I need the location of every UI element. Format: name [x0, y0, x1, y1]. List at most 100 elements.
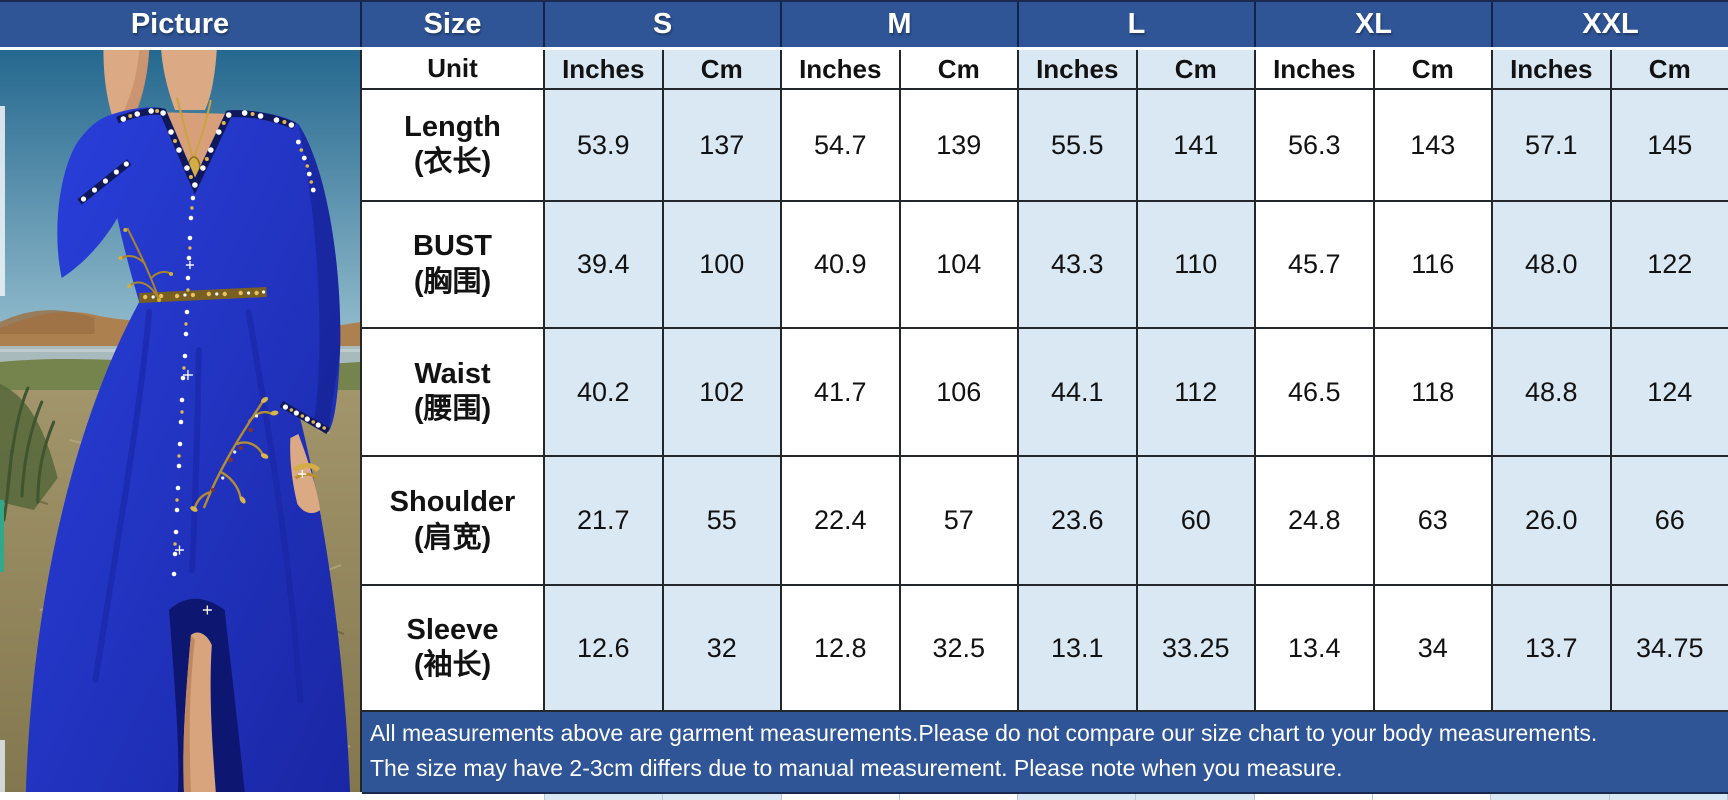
value-cell: 41.7	[782, 329, 901, 455]
value-cell: 53.9	[545, 90, 664, 200]
unit-cell-s-inches: Inches	[545, 50, 664, 88]
value-cell: 40.2	[545, 329, 664, 455]
partial-cell	[1491, 794, 1610, 800]
header-size: Size	[362, 2, 545, 47]
value-cell: 34.75	[1611, 586, 1728, 710]
value-cell: 63	[1375, 457, 1493, 584]
value-cell: 57	[901, 457, 1019, 584]
unit-cell-xxl-inches: Inches	[1493, 50, 1612, 88]
value-cell: 100	[663, 202, 782, 327]
value-cell: 46.5	[1256, 329, 1375, 455]
measure-label-zh: (胸围)	[413, 265, 492, 298]
disclaimer-line-1: All measurements above are garment measu…	[370, 720, 1598, 747]
value-cell: 60	[1137, 457, 1256, 584]
measure-label-en: BUST	[413, 230, 492, 263]
table-row-length: Length (衣长) 53.9 137 54.7 139 55.5 141 5…	[362, 90, 1728, 202]
measure-label-en: Waist	[414, 357, 491, 390]
measure-label-sleeve: Sleeve (袖长)	[362, 586, 545, 710]
header-size-m: M	[782, 2, 1019, 47]
table-row-sleeve: Sleeve (袖长) 12.6 32 12.8 32.5 13.1 33.25…	[362, 586, 1728, 712]
header-size-xl: XL	[1256, 2, 1493, 47]
size-table: Unit Inches Cm Inches Cm Inches Cm Inche…	[362, 50, 1728, 800]
measure-label-en: Length	[404, 110, 501, 143]
value-cell: 102	[663, 329, 782, 455]
value-cell: 39.4	[545, 202, 664, 327]
unit-cell-m-cm: Cm	[901, 50, 1019, 88]
value-cell: 137	[663, 90, 782, 200]
value-cell: 12.6	[545, 586, 664, 710]
value-cell: 118	[1375, 329, 1493, 455]
value-cell: 141	[1137, 90, 1256, 200]
unit-cell-m-inches: Inches	[782, 50, 901, 88]
header-size-s: S	[545, 2, 782, 47]
value-cell: 145	[1611, 90, 1728, 200]
value-cell: 110	[1137, 202, 1256, 327]
table-row-bust: BUST (胸围) 39.4 100 40.9 104 43.3 110 45.…	[362, 202, 1728, 329]
value-cell: 34	[1375, 586, 1493, 710]
value-cell: 106	[901, 329, 1019, 455]
partial-cell	[1018, 794, 1137, 800]
value-cell: 55	[663, 457, 782, 584]
unit-cell-l-inches: Inches	[1019, 50, 1138, 88]
measure-label-shoulder: Shoulder (肩宽)	[362, 457, 545, 584]
header-size-l: L	[1019, 2, 1256, 47]
value-cell: 143	[1375, 90, 1493, 200]
value-cell: 122	[1611, 202, 1728, 327]
partial-cell	[362, 794, 545, 800]
value-cell: 45.7	[1256, 202, 1375, 327]
value-cell: 56.3	[1256, 90, 1375, 200]
unit-cell-xl-cm: Cm	[1375, 50, 1493, 88]
value-cell: 32	[663, 586, 782, 710]
value-cell: 40.9	[782, 202, 901, 327]
unit-label: Unit	[362, 50, 545, 88]
measure-label-length: Length (衣长)	[362, 90, 545, 200]
product-photo	[0, 50, 362, 792]
partial-cell	[1255, 794, 1374, 800]
value-cell: 12.8	[782, 586, 901, 710]
measure-label-zh: (袖长)	[413, 649, 492, 681]
measure-label-zh: (衣长)	[413, 146, 492, 178]
value-cell: 13.1	[1019, 586, 1138, 710]
value-cell: 23.6	[1019, 457, 1138, 584]
partial-cell	[545, 794, 664, 800]
measure-label-zh: (肩宽)	[413, 521, 492, 554]
value-cell: 139	[901, 90, 1019, 200]
unit-cell-s-cm: Cm	[663, 50, 782, 88]
header-picture: Picture	[0, 2, 362, 47]
value-cell: 48.8	[1493, 329, 1612, 455]
value-cell: 57.1	[1493, 90, 1612, 200]
value-cell: 124	[1611, 329, 1728, 455]
value-cell: 21.7	[545, 457, 664, 584]
value-cell: 66	[1611, 457, 1728, 584]
measure-label-bust: BUST (胸围)	[362, 202, 545, 327]
measure-label-en: Sleeve	[406, 613, 499, 646]
value-cell: 13.4	[1256, 586, 1375, 710]
table-row-waist: Waist (腰围) 40.2 102 41.7 106 44.1 112 46…	[362, 329, 1728, 457]
partial-cell	[1136, 794, 1255, 800]
partial-cell	[1373, 794, 1492, 800]
unit-row: Unit Inches Cm Inches Cm Inches Cm Inche…	[362, 50, 1728, 90]
value-cell: 13.7	[1493, 586, 1612, 710]
unit-cell-xxl-cm: Cm	[1611, 50, 1728, 88]
partial-cell	[1609, 794, 1728, 800]
partial-cell	[900, 794, 1019, 800]
value-cell: 22.4	[782, 457, 901, 584]
value-cell: 55.5	[1019, 90, 1138, 200]
value-cell: 54.7	[782, 90, 901, 200]
value-cell: 32.5	[901, 586, 1019, 710]
dress-photo-illustration	[0, 50, 360, 792]
bottom-partial-row	[362, 794, 1728, 800]
value-cell: 33.25	[1137, 586, 1256, 710]
unit-cell-xl-inches: Inches	[1256, 50, 1375, 88]
measurement-disclaimer: All measurements above are garment measu…	[362, 712, 1728, 794]
partial-cell	[663, 794, 782, 800]
value-cell: 44.1	[1019, 329, 1138, 455]
table-row-shoulder: Shoulder (肩宽) 21.7 55 22.4 57 23.6 60 24…	[362, 457, 1728, 586]
value-cell: 104	[901, 202, 1019, 327]
measure-label-zh: (腰围)	[413, 393, 492, 425]
measure-label-en: Shoulder	[389, 486, 516, 519]
unit-cell-l-cm: Cm	[1137, 50, 1256, 88]
value-cell: 24.8	[1256, 457, 1375, 584]
value-cell: 112	[1137, 329, 1256, 455]
value-cell: 48.0	[1493, 202, 1612, 327]
